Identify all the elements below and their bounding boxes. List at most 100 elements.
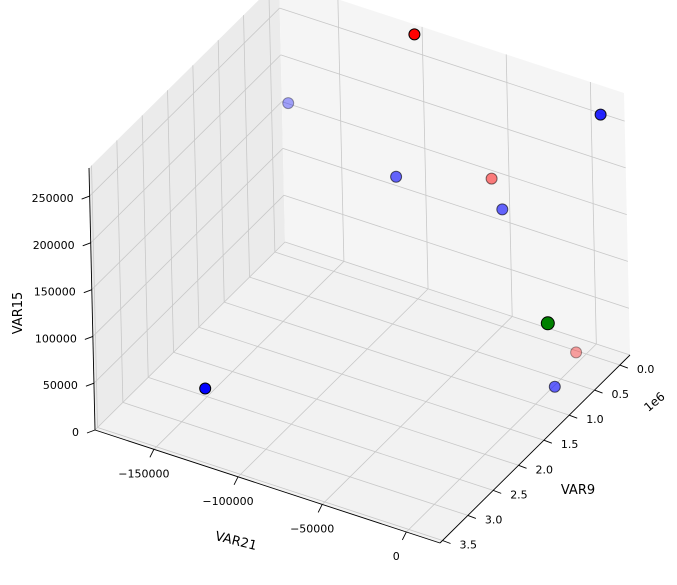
x-gridline-wall xyxy=(141,115,149,378)
floor-pane xyxy=(95,242,630,543)
x-gridline-floor xyxy=(224,301,570,416)
z-tick-label: 50000 xyxy=(43,379,78,392)
y-tick-label: 0 xyxy=(393,550,400,563)
grid-lines xyxy=(89,0,631,541)
z-gridline-back xyxy=(284,241,631,356)
x-tick-label: 0.0 xyxy=(637,363,655,376)
z-gridline-left xyxy=(93,194,285,384)
y-gridline-floor xyxy=(153,261,345,450)
x-tick xyxy=(619,364,629,369)
z-tick-label: 250000 xyxy=(32,192,74,205)
z-axis-label: VAR15 xyxy=(11,292,26,335)
z-gridline-back xyxy=(281,101,627,216)
z-axis-line xyxy=(88,167,96,431)
z-gridline-back xyxy=(283,194,630,309)
data-points xyxy=(199,28,607,395)
data-point-0 xyxy=(199,382,212,395)
x-tick xyxy=(594,389,603,394)
y-axis-label: VAR21 xyxy=(213,529,258,554)
z-gridline-left xyxy=(91,101,283,290)
y-axis-line xyxy=(94,429,441,544)
y-tick xyxy=(149,449,155,458)
tick-marks xyxy=(81,195,629,544)
x-gridline-floor xyxy=(122,402,468,516)
x-tick-label: 2.5 xyxy=(510,488,528,501)
x-gridline-wall xyxy=(192,65,200,328)
data-point-5 xyxy=(485,172,498,185)
axis-lines xyxy=(88,167,631,544)
z-gridline-back xyxy=(282,148,628,262)
x-tick-label: 2.0 xyxy=(536,463,554,476)
y-gridline-wall xyxy=(337,0,345,262)
x-gridline-wall xyxy=(167,90,174,353)
z-tick xyxy=(85,382,95,387)
x-tick-label: 0.5 xyxy=(612,388,630,401)
z-tick xyxy=(86,429,96,434)
x-tick-label: 1.5 xyxy=(561,438,579,451)
x-tick xyxy=(442,540,451,544)
y-tick-label: −100000 xyxy=(202,495,253,508)
data-point-9 xyxy=(548,380,561,393)
y-gridline-wall xyxy=(421,26,429,289)
z-tick-label: 0 xyxy=(72,426,79,439)
z-tick-label: 100000 xyxy=(35,332,77,345)
y-gridline-wall xyxy=(505,54,513,317)
x-gridline-wall xyxy=(268,0,276,253)
z-gridline-back xyxy=(280,54,626,169)
z-gridline-left xyxy=(92,148,284,337)
data-point-7 xyxy=(540,316,555,331)
data-point-8 xyxy=(570,346,583,359)
x-tick-label: 1.0 xyxy=(586,413,604,426)
y-tick-label: −150000 xyxy=(118,467,169,480)
y-tick xyxy=(233,476,239,486)
x-axis-label: VAR9 xyxy=(561,483,595,498)
y-gridline-wall xyxy=(589,81,597,344)
x-axis-line xyxy=(439,354,631,544)
z-gridline-left xyxy=(90,54,281,244)
y-tick-label: −50000 xyxy=(290,522,334,535)
x-gridline-floor xyxy=(249,276,595,391)
x-tick xyxy=(569,414,578,419)
left-pane xyxy=(89,0,285,430)
y-tick xyxy=(317,504,323,513)
y-gridline-floor xyxy=(406,343,597,533)
z-tick xyxy=(82,242,91,247)
x-gridline-floor xyxy=(173,351,519,466)
tick-labels: 0.0 0.5 1.0 1.5 2.0 2.5 3.0 3.5 −150000 −100000 −5… xyxy=(32,192,655,563)
z-tick-label: 150000 xyxy=(34,286,76,299)
data-point-1 xyxy=(408,28,421,41)
x-gridline-floor xyxy=(198,326,544,441)
y-gridline-floor xyxy=(321,316,513,505)
x-tick xyxy=(543,439,553,444)
x-axis-offset-text: 1e6 xyxy=(641,389,667,414)
z-gridline-back xyxy=(279,7,625,122)
z-gridline-left xyxy=(89,7,280,197)
data-point-3 xyxy=(282,97,295,110)
x-tick xyxy=(518,464,527,469)
x-gridline-wall xyxy=(116,140,124,403)
z-tick-label: 200000 xyxy=(33,239,75,252)
data-point-4 xyxy=(390,170,403,183)
x-gridline-floor xyxy=(148,376,494,491)
x-gridline-wall xyxy=(243,15,250,278)
z-tick xyxy=(83,289,92,294)
data-point-2 xyxy=(594,108,607,121)
y-gridline-floor xyxy=(237,288,429,478)
z-tick xyxy=(81,195,90,200)
x-tick-label: 3.5 xyxy=(460,539,478,552)
x-tick-label: 3.0 xyxy=(485,513,503,526)
x-gridline-floor xyxy=(97,427,443,541)
x-tick xyxy=(493,489,502,494)
data-point-6 xyxy=(496,203,509,216)
x-gridline-wall xyxy=(217,40,225,303)
x-gridline-wall xyxy=(91,165,98,428)
y-tick xyxy=(401,531,407,541)
x-gridline-floor xyxy=(274,251,620,366)
z-gridline-left xyxy=(94,241,286,431)
axis-panes xyxy=(89,0,630,543)
x-tick xyxy=(467,515,477,519)
z-tick xyxy=(84,336,94,340)
back-pane xyxy=(279,0,630,355)
